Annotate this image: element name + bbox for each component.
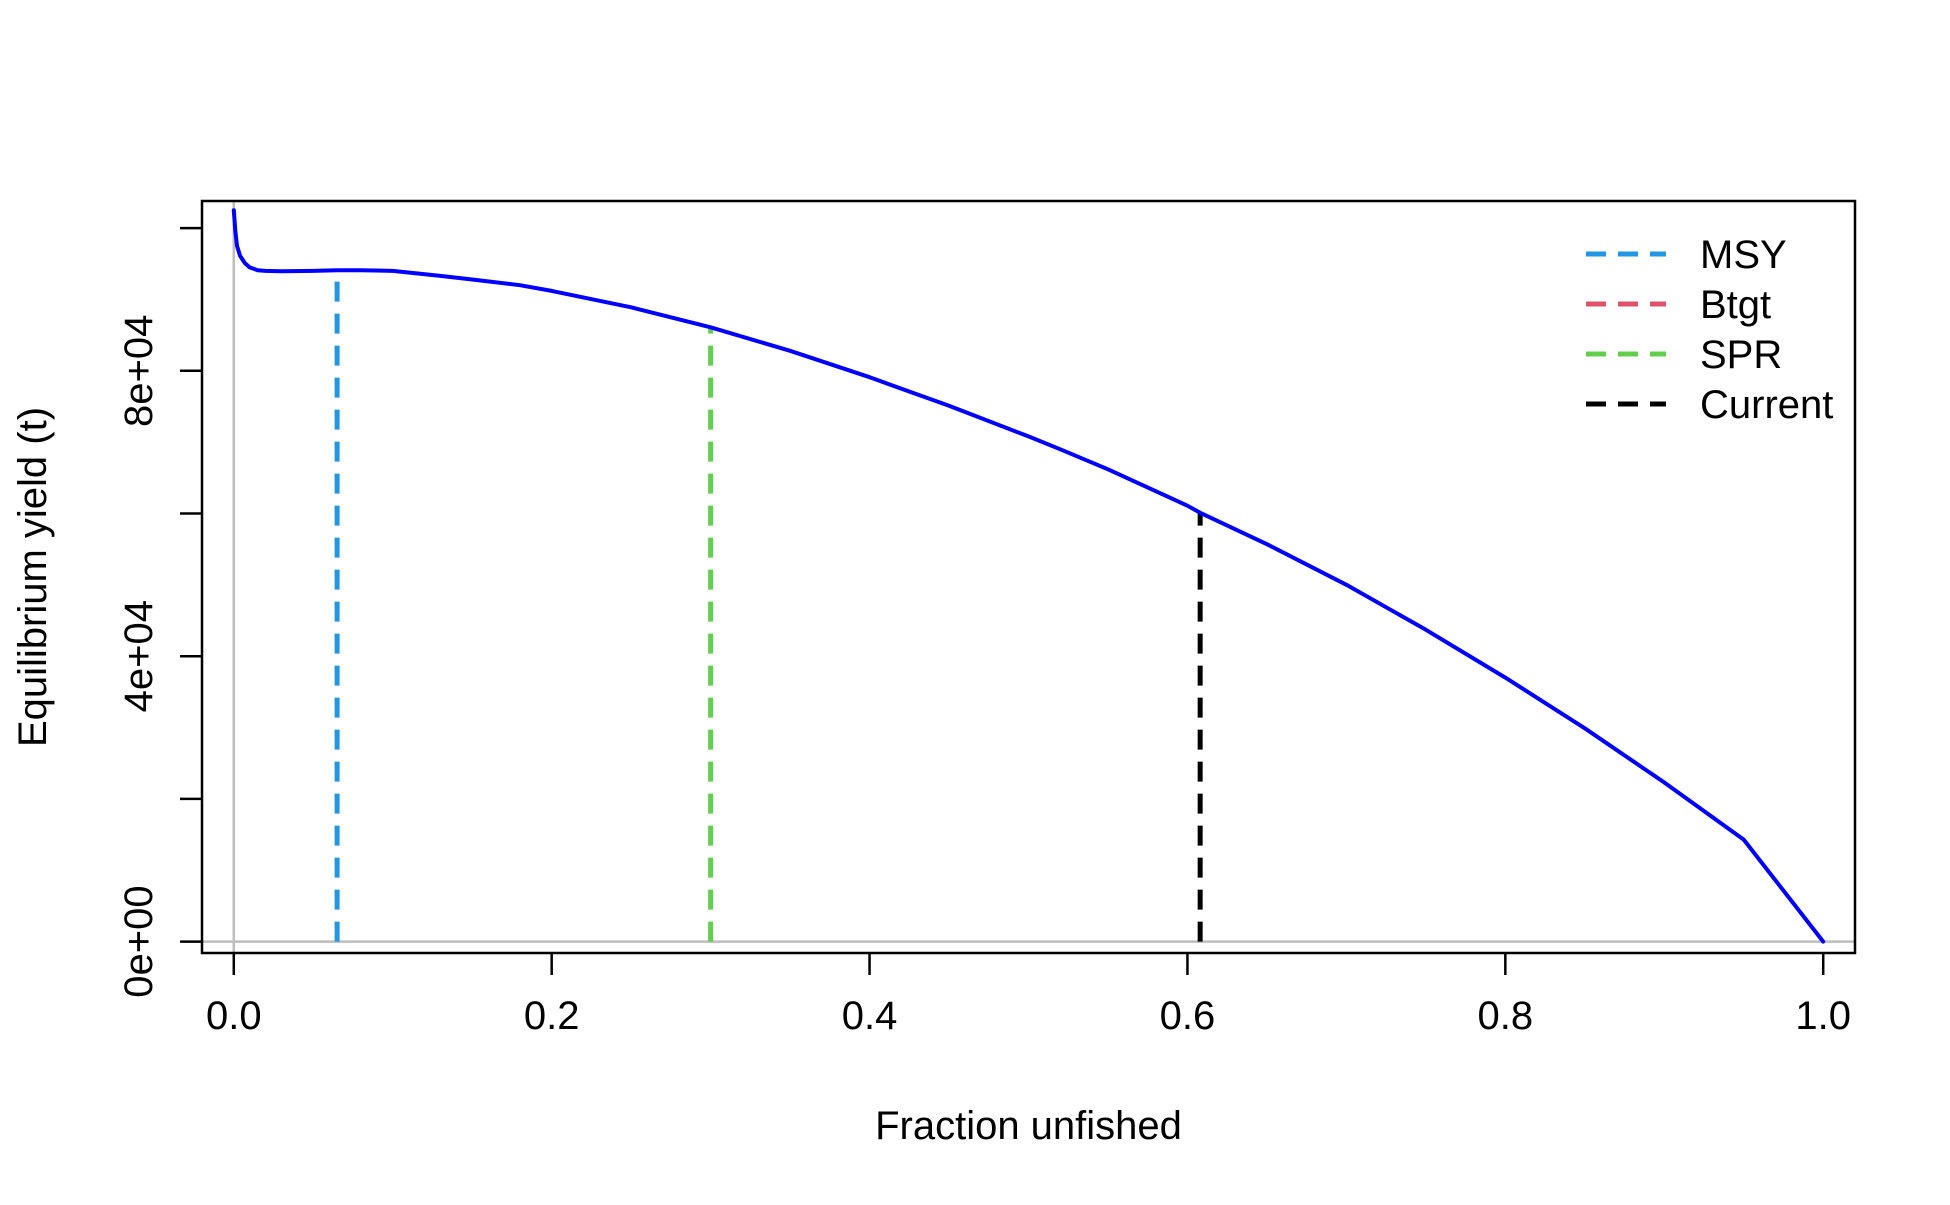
y-tick-label: 8e+04 [117, 315, 161, 427]
series-group [231, 208, 1826, 944]
legend-item: MSY [1586, 233, 1787, 277]
reference-lines [202, 201, 1855, 953]
legend-label: SPR [1700, 333, 1782, 377]
x-tick-label: 0.4 [842, 994, 898, 1038]
series-line-1 [231, 208, 1826, 944]
y-axis-title: Equilibrium yield (t) [11, 407, 55, 747]
legend-item: Current [1586, 383, 1833, 427]
plot-frame [200, 199, 1857, 955]
x-tick-label: 1.0 [1795, 994, 1851, 1038]
legend-item: Btgt [1586, 283, 1771, 327]
x-tick-label: 0.0 [206, 994, 262, 1038]
legend-item: SPR [1586, 333, 1782, 377]
x-axis-title: Fraction unfished [875, 1104, 1182, 1148]
legend: MSY Btgt SPR Current [1586, 233, 1833, 427]
x-tick-label: 0.6 [1160, 994, 1216, 1038]
y-tick-label: 4e+04 [117, 600, 161, 712]
y-axis: 0e+00 4e+04 8e+04 [117, 226, 202, 998]
legend-label: Btgt [1700, 283, 1771, 327]
x-axis: 0.0 0.2 0.4 0.6 0.8 1.0 [206, 953, 1851, 1038]
vertical-markers [334, 270, 1203, 942]
legend-label: Current [1700, 383, 1833, 427]
x-tick-label: 0.2 [524, 994, 580, 1038]
legend-label: MSY [1700, 233, 1787, 277]
y-tick-label: 0e+00 [117, 885, 161, 997]
x-tick-label: 0.8 [1478, 994, 1534, 1038]
